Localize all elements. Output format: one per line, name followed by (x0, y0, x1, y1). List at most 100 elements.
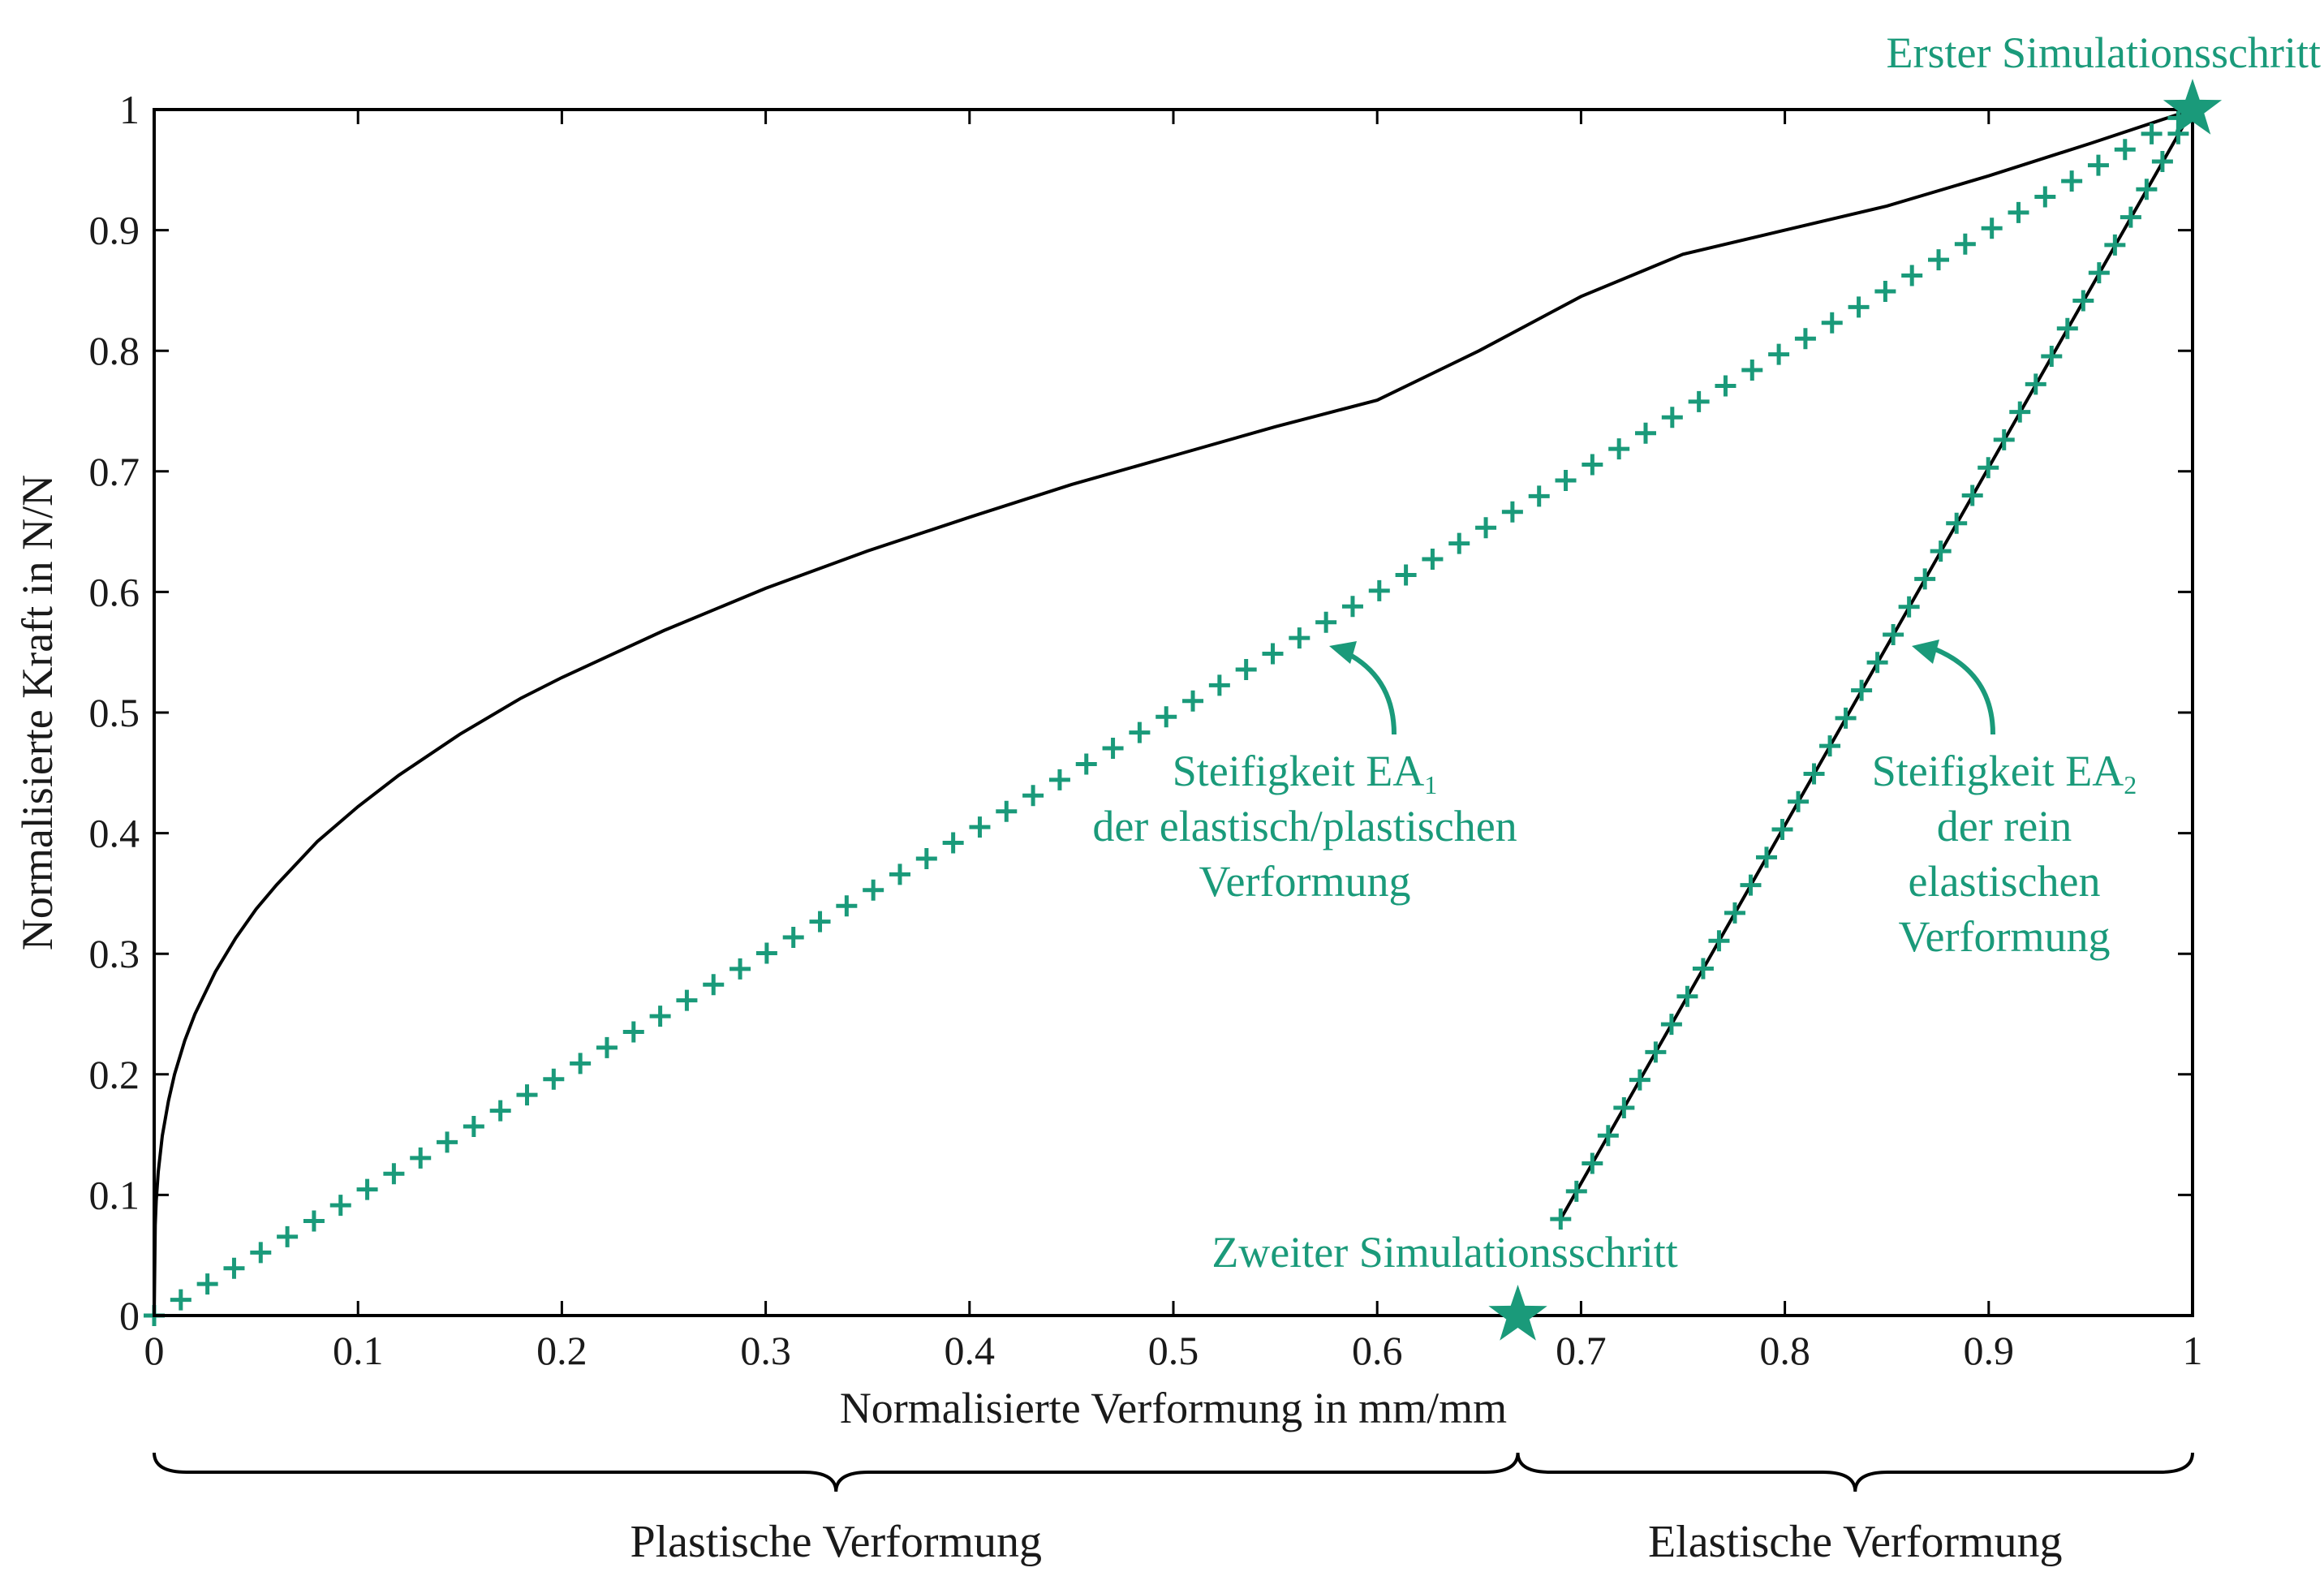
plus-marker (516, 1084, 538, 1106)
plus-marker (2087, 154, 2109, 176)
annotation-ea1-line1: Steifigkeit EA1 (1173, 747, 1437, 799)
plus-marker (996, 800, 1018, 822)
y-axis-title: Normalisierte Kraft in N/N (13, 475, 62, 950)
plus-marker (1629, 1069, 1650, 1091)
plus-marker (2056, 317, 2078, 339)
y-tick-label: 0 (119, 1293, 140, 1338)
plus-marker (2008, 201, 2029, 223)
plus-marker (889, 864, 910, 885)
plus-marker (1368, 579, 1390, 601)
plus-marker (1914, 568, 1936, 590)
plus-marker (1582, 1152, 1603, 1174)
x-tick-label: 0.2 (536, 1328, 587, 1373)
plus-marker (223, 1257, 245, 1279)
annotation-ea1-sub: 1 (1424, 770, 1437, 799)
plus-marker (2009, 401, 2031, 423)
plus-marker (2034, 186, 2056, 208)
plus-marker (1208, 674, 1230, 696)
plus-marker (1835, 707, 1857, 729)
plus-marker (915, 847, 937, 869)
plus-marker (1597, 1125, 1619, 1147)
plus-marker (2061, 170, 2083, 192)
series-0-line (153, 108, 2193, 1316)
y-tick-label: 0.9 (89, 208, 140, 253)
x-tick-label: 1 (2183, 1328, 2203, 1373)
plus-marker (1688, 390, 1710, 412)
plus-marker (1874, 280, 1896, 302)
y-tick-label: 0.1 (89, 1172, 140, 1217)
plus-marker (863, 879, 884, 901)
plus-marker (1235, 658, 1257, 680)
plus-marker (1289, 627, 1310, 649)
y-axis-ticks: 0 0.1 0.2 0.3 0.4 0.5 0.6 0.7 0.8 0.9 1 (89, 87, 2193, 1338)
plus-marker (1883, 623, 1904, 645)
plus-marker (649, 1006, 671, 1027)
plus-marker (782, 927, 804, 949)
plus-marker (1156, 706, 1177, 728)
star-marker (2163, 79, 2223, 135)
plus-marker (1315, 611, 1337, 633)
annotation-ea2-line2: der rein (1937, 802, 2072, 851)
annotation-ea1: Steifigkeit EA1 der elastisch/plastische… (1092, 641, 1517, 906)
plus-marker (1075, 753, 1097, 775)
point-label: Erster Simulationsschritt (1887, 28, 2321, 77)
x-tick-label: 0.8 (1759, 1328, 1810, 1373)
annotation-ea2-arrow (1934, 647, 1995, 735)
plus-marker (2120, 206, 2141, 228)
annotation-ea2-arrowhead (1912, 640, 1939, 664)
annotation-ea1-line2: der elastisch/plastischen (1092, 802, 1517, 851)
plus-marker (1724, 902, 1745, 924)
plus-marker (2136, 179, 2158, 200)
braces: Plastische Verformung Elastische Verformu… (153, 1452, 2194, 1567)
plus-marker (1341, 596, 1363, 618)
plus-marker (2025, 373, 2046, 395)
plus-marker (2041, 346, 2063, 368)
plus-marker (570, 1053, 592, 1075)
plus-marker (2141, 123, 2163, 144)
plus-marker (250, 1242, 272, 1264)
plus-marker (329, 1195, 351, 1217)
plus-marker (1708, 930, 1730, 952)
plus-marker (1550, 1208, 1572, 1230)
plus-marker (836, 895, 858, 917)
y-tick-label: 0.7 (89, 449, 140, 494)
plus-marker (676, 989, 698, 1011)
annotation-ea2-sub: 2 (2124, 770, 2137, 799)
plus-marker (1901, 265, 1923, 286)
plus-marker (1819, 735, 1841, 757)
plus-marker (1788, 790, 1810, 812)
plus-marker (1422, 549, 1444, 571)
plus-marker (1262, 643, 1284, 665)
y-tick-label: 0.5 (89, 690, 140, 735)
y-tick-label: 0.2 (89, 1052, 140, 1097)
brace-0 (153, 1452, 1520, 1492)
plus-marker (703, 974, 725, 996)
plus-marker (1930, 541, 1952, 562)
series-3-markers (1550, 123, 2189, 1230)
plus-marker (1851, 679, 1873, 701)
x-axis-ticks: 0 0.1 0.2 0.3 0.4 0.5 0.6 0.7 0.8 0.9 1 (144, 110, 2203, 1373)
plus-marker (1715, 375, 1737, 397)
x-tick-label: 0.7 (1556, 1328, 1607, 1373)
plus-marker (1676, 985, 1698, 1007)
plus-marker (1501, 501, 1523, 523)
annotation-ea2-line3: elastischen (1909, 857, 2101, 906)
y-tick-label: 0.4 (89, 811, 140, 856)
plus-marker (1866, 652, 1888, 674)
plus-marker (1741, 360, 1763, 381)
plus-marker (1794, 328, 1816, 350)
plus-marker (1448, 532, 1470, 554)
x-tick-label: 0.4 (945, 1328, 996, 1373)
plus-marker (622, 1021, 644, 1043)
plus-marker (1613, 1096, 1635, 1118)
plus-marker (969, 816, 991, 838)
plus-marker (489, 1100, 511, 1122)
plus-marker (1771, 819, 1793, 841)
plus-marker (1803, 763, 1825, 785)
brace-label: Plastische Verformung (630, 1517, 1042, 1567)
plus-marker (1182, 690, 1204, 712)
plus-marker (170, 1289, 192, 1311)
annotation-ea2: Steifigkeit EA2 der rein elastischen Ver… (1872, 640, 2137, 961)
plus-marker (1954, 233, 1976, 255)
plus-marker (2114, 139, 2136, 161)
